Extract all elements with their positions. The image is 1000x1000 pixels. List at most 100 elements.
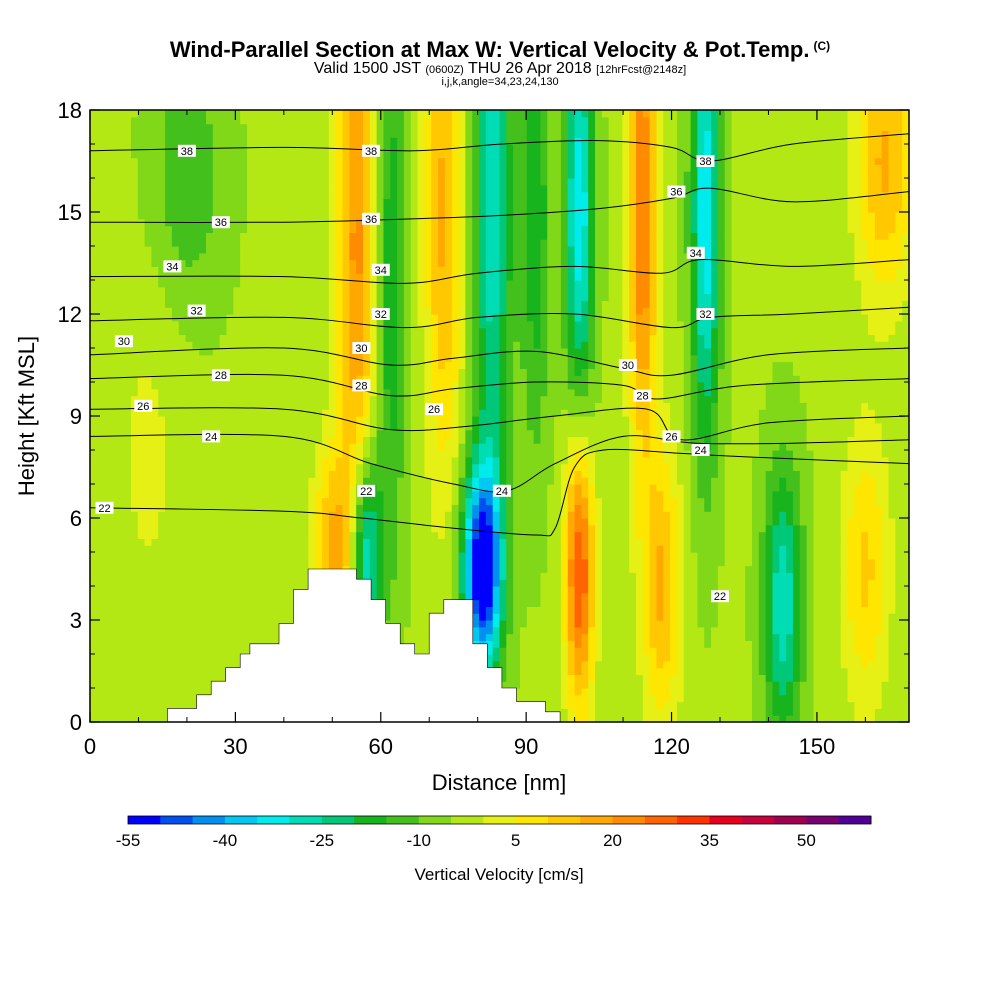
velocity-cell (328, 280, 337, 288)
velocity-cell (171, 361, 180, 369)
velocity-cell (124, 497, 132, 505)
velocity-cell (124, 150, 132, 159)
velocity-cell (417, 565, 426, 573)
velocity-cell (417, 586, 426, 594)
velocity-cell (151, 334, 159, 342)
velocity-cell (322, 171, 330, 179)
velocity-cell (253, 150, 262, 159)
velocity-cell (451, 300, 460, 308)
velocity-cell (233, 626, 241, 635)
velocity-cell (315, 402, 323, 410)
velocity-cell (369, 565, 378, 573)
velocity-cell (117, 388, 125, 397)
velocity-cell (158, 518, 166, 526)
velocity-cell (356, 164, 364, 172)
velocity-cell (342, 327, 350, 335)
velocity-cell (281, 484, 289, 492)
velocity-cell (390, 191, 398, 199)
velocity-cell (90, 252, 98, 261)
velocity-cell (96, 123, 105, 131)
velocity-cell (130, 715, 139, 722)
velocity-cell (363, 266, 371, 274)
velocity-cell (253, 246, 262, 254)
velocity-cell (199, 620, 207, 628)
velocity-cell (90, 613, 98, 621)
velocity-cell (96, 334, 105, 342)
velocity-cell (240, 334, 248, 342)
velocity-cell (226, 443, 234, 451)
velocity-cell (424, 558, 432, 567)
velocity-cell (137, 266, 146, 274)
velocity-cell (301, 252, 309, 261)
velocity-cell (171, 470, 180, 478)
velocity-cell (438, 552, 446, 560)
velocity-cell (397, 232, 405, 240)
velocity-cell (240, 633, 248, 641)
velocity-cell (444, 266, 453, 274)
velocity-cell (431, 232, 439, 240)
velocity-cell (322, 198, 330, 206)
velocity-cell (431, 484, 439, 492)
velocity-cell (226, 606, 234, 614)
velocity-cell (274, 633, 282, 641)
velocity-cell (281, 395, 289, 403)
velocity-cell (287, 259, 296, 267)
velocity-cell (410, 212, 419, 220)
velocity-cell (397, 144, 405, 152)
velocity-cell (424, 599, 432, 607)
velocity-cell (171, 552, 180, 560)
velocity-cell (137, 416, 146, 424)
velocity-cell (417, 225, 426, 233)
velocity-cell (390, 579, 398, 587)
velocity-cell (356, 422, 364, 431)
velocity-cell (96, 361, 105, 369)
velocity-cell (90, 620, 98, 628)
velocity-cell (356, 232, 364, 240)
velocity-cell (130, 144, 139, 152)
velocity-cell (267, 110, 275, 118)
velocity-cell (90, 327, 98, 335)
velocity-cell (281, 592, 289, 601)
velocity-cell (90, 477, 98, 485)
velocity-cell (130, 572, 139, 580)
velocity-cell (212, 518, 221, 526)
velocity-cell (96, 497, 105, 505)
velocity-cell (274, 280, 282, 288)
velocity-cell (287, 341, 296, 349)
velocity-cell (444, 334, 453, 342)
velocity-cell (178, 137, 187, 145)
velocity-cell (206, 477, 214, 485)
velocity-cell (356, 157, 364, 165)
velocity-cell (212, 443, 221, 451)
velocity-cell (185, 511, 193, 519)
velocity-cell (431, 252, 439, 261)
velocity-cell (438, 280, 446, 288)
velocity-cell (444, 320, 453, 329)
velocity-cell (383, 490, 391, 499)
velocity-cell (335, 286, 344, 295)
velocity-cell (178, 259, 187, 267)
velocity-cell (281, 429, 289, 437)
velocity-cell (451, 511, 460, 519)
velocity-cell (103, 477, 112, 485)
velocity-cell (342, 191, 350, 199)
velocity-cell (185, 654, 193, 662)
velocity-cell (206, 613, 214, 621)
velocity-cell (410, 307, 419, 315)
velocity-cell (349, 558, 357, 567)
velocity-cell (158, 524, 166, 533)
velocity-cell (144, 681, 153, 689)
velocity-cell (397, 327, 405, 335)
velocity-cell (267, 178, 275, 186)
velocity-cell (403, 586, 412, 594)
velocity-cell (383, 225, 391, 233)
velocity-cell (219, 259, 228, 267)
velocity-cell (206, 470, 214, 478)
velocity-cell (103, 647, 112, 655)
velocity-cell (328, 164, 337, 172)
velocity-cell (144, 674, 153, 682)
velocity-cell (376, 178, 385, 186)
velocity-cell (137, 450, 146, 458)
velocity-cell (144, 552, 153, 560)
velocity-cell (301, 361, 309, 369)
